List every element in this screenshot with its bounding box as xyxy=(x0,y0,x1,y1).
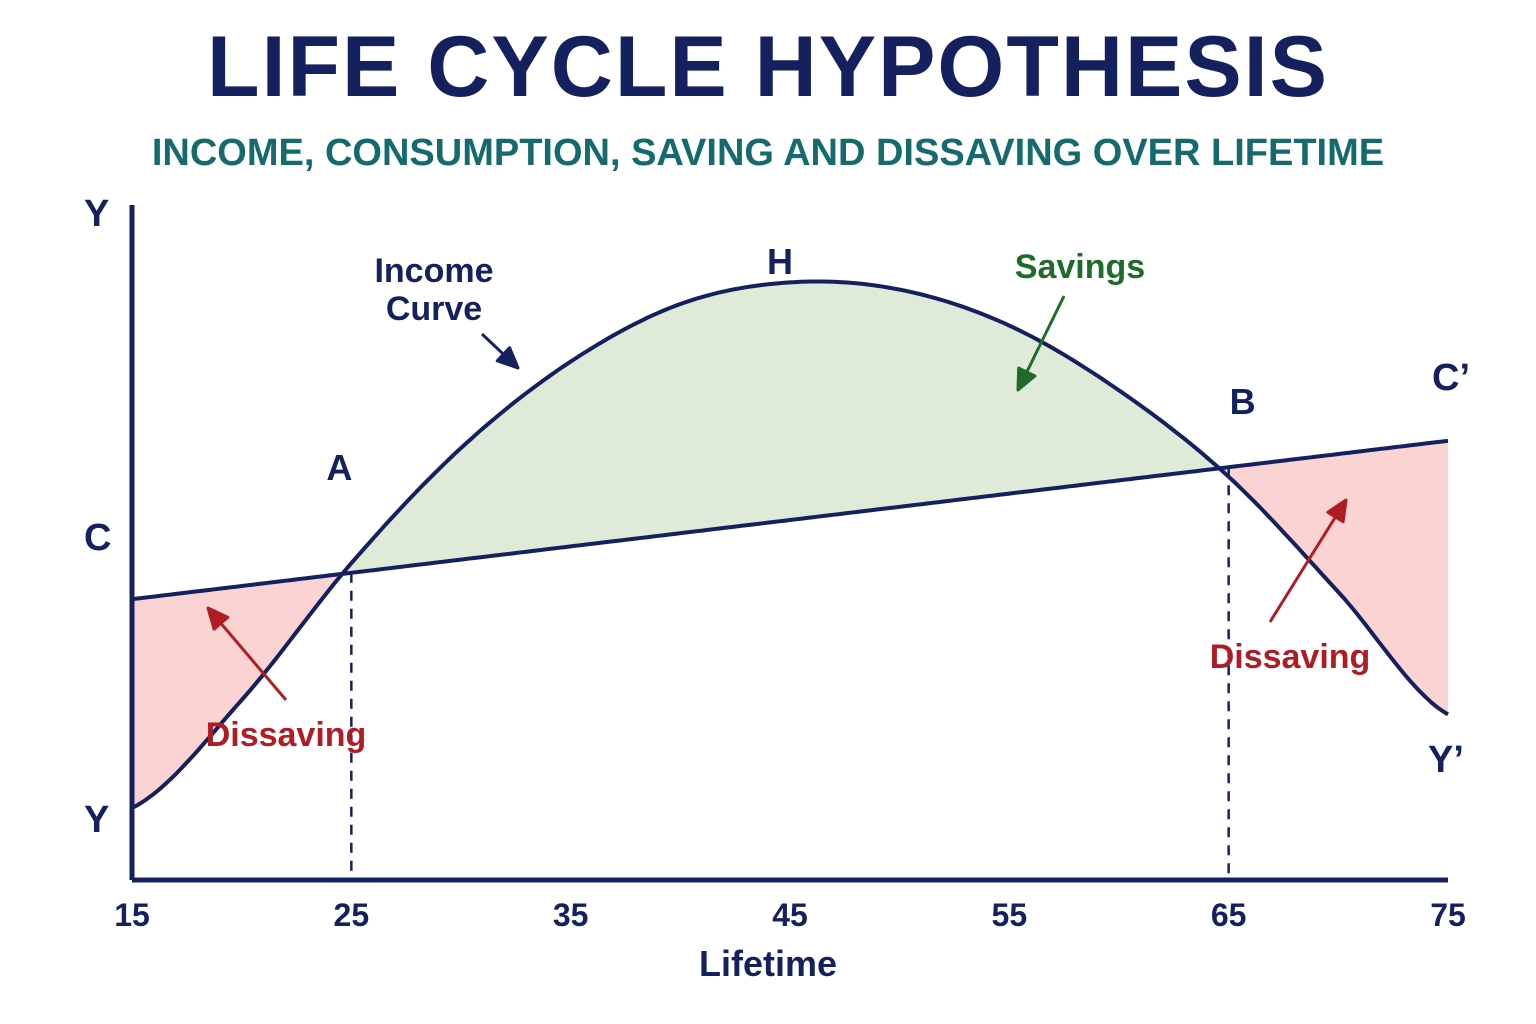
dissaving-right-area xyxy=(1228,440,1448,715)
point-label-h: H xyxy=(767,241,793,282)
x-tick-labels: 15 25 35 45 55 65 75 xyxy=(114,897,1466,933)
savings-area xyxy=(351,281,1229,573)
consumption-line xyxy=(131,438,1449,602)
income-start-label: Y xyxy=(84,799,109,841)
savings-arrow xyxy=(1016,295,1066,392)
point-label-a: A xyxy=(326,447,352,488)
x-tick-65: 65 xyxy=(1211,897,1247,933)
dissaving-right-arrow xyxy=(1268,498,1348,623)
chart-title: LIFE CYCLE HYPOTHESIS xyxy=(207,19,1329,115)
x-axis-label: Lifetime xyxy=(699,943,837,984)
x-tick-35: 35 xyxy=(553,897,589,933)
income-end-label: Y’ xyxy=(1428,739,1464,781)
chart-subtitle: INCOME, CONSUMPTION, SAVING AND DISSAVIN… xyxy=(151,132,1385,174)
income-curve-arrow xyxy=(480,332,520,370)
income-curve-label-line1: Income xyxy=(374,252,493,290)
x-tick-25: 25 xyxy=(334,897,370,933)
consumption-end-label: C’ xyxy=(1432,357,1470,399)
point-labels: A H B xyxy=(326,241,1255,488)
dissaving-left-area xyxy=(132,563,352,808)
dissaving-right-label: Dissaving xyxy=(1210,638,1371,676)
x-tick-75: 75 xyxy=(1430,897,1466,933)
savings-label: Savings xyxy=(1015,248,1145,286)
income-curve-label-line2: Curve xyxy=(386,290,482,328)
x-tick-15: 15 xyxy=(114,897,150,933)
x-tick-55: 55 xyxy=(992,897,1028,933)
y-axis-label: Y xyxy=(84,193,109,235)
dissaving-left-label: Dissaving xyxy=(206,716,367,754)
income-curve-line xyxy=(131,279,1450,810)
point-label-b: B xyxy=(1230,381,1256,422)
x-tick-45: 45 xyxy=(772,897,808,933)
dissaving-left-arrow xyxy=(206,606,288,701)
consumption-start-label: C xyxy=(84,517,111,559)
